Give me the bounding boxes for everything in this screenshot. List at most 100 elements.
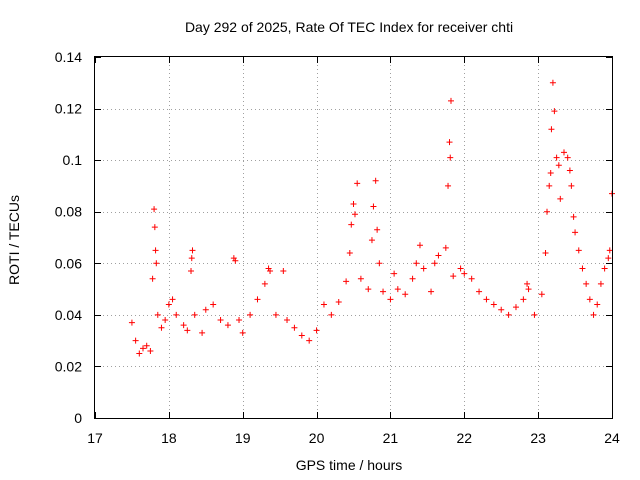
data-point (154, 311, 161, 318)
data-point (188, 255, 195, 262)
x-tick-label: 20 (309, 430, 325, 446)
y-tick-labels: 0 0.02 0.04 0.06 0.08 0.1 0.12 0.14 (55, 49, 82, 426)
x-tick-label: 18 (161, 430, 177, 446)
data-point (551, 108, 558, 115)
data-point (261, 280, 268, 287)
data-point (188, 268, 195, 275)
data-point (505, 311, 512, 318)
data-point (149, 275, 156, 282)
data-point (483, 296, 490, 303)
plot-frame (94, 56, 613, 419)
x-tick-labels: 17 18 19 20 21 22 23 24 (87, 430, 620, 446)
data-point (435, 252, 442, 259)
data-point (524, 280, 531, 287)
data-point (445, 182, 452, 189)
data-point (447, 97, 454, 104)
data-point (409, 275, 416, 282)
data-point (173, 311, 180, 318)
data-point (132, 337, 139, 344)
data-point (165, 301, 172, 308)
data-point (402, 291, 409, 298)
data-point (140, 345, 147, 352)
x-axis-label: GPS time / hours (296, 457, 403, 473)
data-point (162, 317, 169, 324)
data-point (566, 167, 573, 174)
data-point (236, 317, 243, 324)
data-point (343, 278, 350, 285)
data-point (217, 317, 224, 324)
data-point (572, 229, 579, 236)
data-point (368, 237, 375, 244)
data-point (247, 311, 254, 318)
data-point (542, 249, 549, 256)
data-point (372, 177, 379, 184)
data-point (180, 322, 187, 329)
data-point (490, 301, 497, 308)
data-point (143, 342, 150, 349)
data-point (555, 162, 562, 169)
data-point (335, 298, 342, 305)
data-point (413, 260, 420, 267)
data-point (284, 317, 291, 324)
data-point (370, 203, 377, 210)
data-point (431, 260, 438, 267)
data-point (416, 242, 423, 249)
data-point (601, 265, 608, 272)
x-tick-label: 23 (530, 430, 546, 446)
data-point (265, 265, 272, 272)
y-axis-label: ROTI / TECUs (6, 195, 22, 285)
data-point (230, 255, 237, 262)
data-point (306, 337, 313, 344)
data-point (210, 301, 217, 308)
data-point (346, 249, 353, 256)
data-point (357, 275, 364, 282)
data-point (586, 296, 593, 303)
y-tick-label: 0.06 (55, 255, 82, 271)
data-point (272, 311, 279, 318)
data-point (380, 288, 387, 295)
data-point (597, 280, 604, 287)
data-point (394, 286, 401, 293)
data-point (191, 311, 198, 318)
data-point (232, 257, 239, 264)
data-point (549, 79, 556, 86)
data-point (447, 154, 454, 161)
data-point (320, 301, 327, 308)
data-point (280, 268, 287, 275)
data-point (136, 350, 143, 357)
data-point (579, 265, 586, 272)
data-point (548, 126, 555, 133)
data-point (350, 200, 357, 207)
data-point (387, 296, 394, 303)
data-point (525, 286, 532, 293)
data-point (594, 301, 601, 308)
x-tick-label: 22 (456, 430, 472, 446)
data-point (568, 182, 575, 189)
data-point (544, 208, 551, 215)
data-point (354, 180, 361, 187)
chart-title: Day 292 of 2025, Rate Of TEC Index for r… (185, 19, 513, 35)
data-point (457, 265, 464, 272)
y-tick-label: 0 (74, 410, 82, 426)
x-tick-label: 19 (235, 430, 251, 446)
data-point (450, 273, 457, 280)
data-point (428, 288, 435, 295)
data-point (152, 247, 159, 254)
data-point (546, 182, 553, 189)
data-point (158, 324, 165, 331)
data-point (606, 247, 613, 254)
data-point (547, 170, 554, 177)
data-point (254, 296, 261, 303)
data-point (128, 319, 135, 326)
data-point (512, 304, 519, 311)
data-point (348, 221, 355, 228)
data-point (570, 213, 577, 220)
data-points (128, 79, 615, 357)
data-point (468, 275, 475, 282)
data-point (328, 311, 335, 318)
x-tick-label: 21 (383, 430, 399, 446)
y-tick-label: 0.04 (55, 307, 82, 323)
data-point (169, 296, 176, 303)
